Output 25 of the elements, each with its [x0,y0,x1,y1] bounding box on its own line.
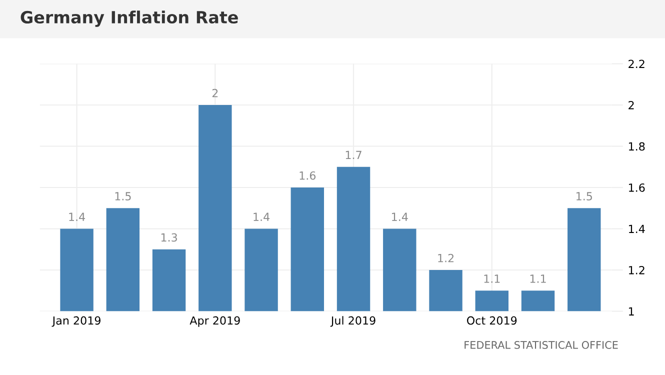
data-label: 1.7 [346,150,362,160]
data-label: 1.6 [300,171,316,180]
data-label: 2 [212,88,218,98]
x-tick-label: Jul 2019 [330,316,376,327]
data-label: 1.2 [438,254,454,262]
x-tick-label: Oct 2019 [467,316,517,325]
data-label: 1.1 [484,274,500,283]
x-tick-label: Apr 2019 [190,316,240,327]
data-label: 1.4 [254,212,270,221]
data-label: 1.3 [161,233,177,242]
y-tick-label: 1.2 [628,266,644,274]
y-tick-label: 2 [628,100,634,110]
data-label: 1.4 [392,212,408,221]
text: FEDERAL STATISTICAL OFFICE [464,341,618,349]
data-label: 1.4 [69,212,86,221]
y-tick-label: 1 [628,307,634,316]
data-label: 1.5 [576,192,592,200]
y-tick-label: 1.4 [628,224,645,233]
data-label: 1.5 [115,192,131,200]
y-tick-label: 2.2 [628,60,644,68]
y-tick-label: 1.8 [628,142,645,151]
chart-title: Germany Inflation Rate [20,10,238,27]
y-tick-label: 1.6 [628,183,645,192]
x-tick-label: Jan 2019 [52,316,100,327]
data-label: 1.1 [530,274,546,283]
